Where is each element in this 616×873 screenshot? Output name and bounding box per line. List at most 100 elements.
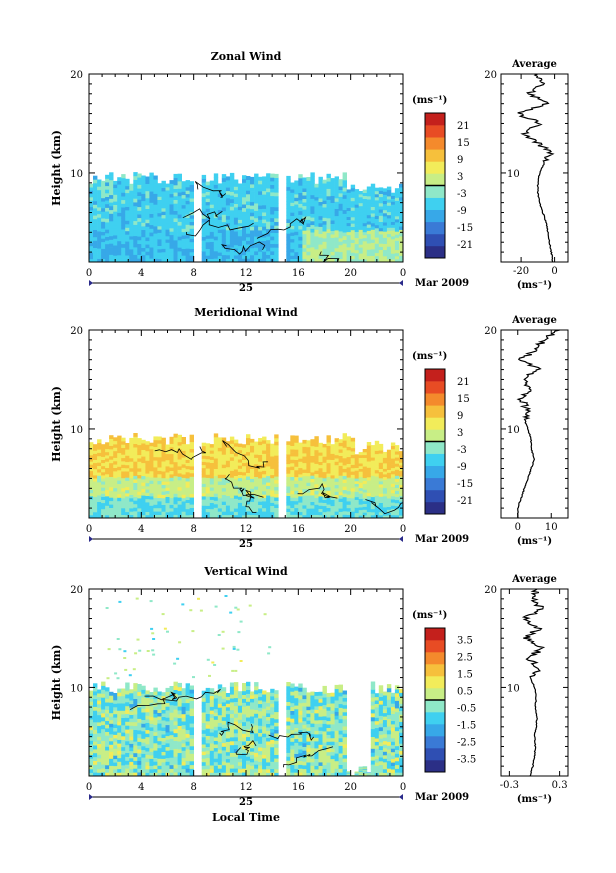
heat-cell [362,469,368,473]
heat-cell [149,480,154,484]
heat-cell [266,466,271,470]
heat-cell [157,248,162,253]
heat-cell [326,228,331,233]
heat-cell [209,695,215,700]
heat-cell [105,445,110,450]
heat-cell [286,508,291,512]
heat-cell [270,496,275,500]
heat-cell [217,444,223,448]
heat-cell [366,492,372,497]
heat-cell [237,219,243,224]
heat-cell [326,469,331,474]
heat-cell [334,219,339,224]
heat-cell [229,705,235,711]
heat-cell [173,489,178,494]
heat-cell [217,252,223,256]
heat-cell [322,471,327,476]
heat-cell [89,502,94,506]
heat-cell [254,682,259,687]
day-bar-arrow [399,280,403,286]
heat-cell [294,180,299,185]
heat-cell [242,456,247,460]
heat-cell [250,471,255,476]
x-tick-label: 12 [240,268,253,279]
heat-cell [229,698,235,703]
heat-cell [177,764,182,769]
heat-cell [141,685,146,690]
heat-cell [250,191,255,195]
heat-cell [399,219,404,224]
heat-cell [346,228,351,233]
heat-cell [242,218,247,223]
heat-cell [177,438,182,443]
heat-cell [221,258,227,263]
heat-cell [89,499,94,503]
heat-cell [209,713,215,718]
heat-cell [229,501,235,505]
heat-cell [362,256,368,260]
heat-cell [314,190,319,194]
heat-cell [125,449,130,453]
heat-cell [262,204,267,209]
heat-cell [290,215,295,220]
heat-cell [165,750,170,755]
heat-cell [141,700,146,705]
heat-cell [390,448,396,453]
heat-cell [89,690,94,695]
heat-cell [133,733,138,738]
heat-cell [185,745,190,750]
heat-cell [173,756,178,761]
heat-cell [101,234,106,239]
heat-cell [314,514,319,519]
heat-cell [217,734,223,739]
heat-cell [149,254,154,259]
heat-cell [209,505,215,510]
heat-cell [121,481,126,485]
heat-cell [109,435,114,439]
heat-cell [366,246,372,250]
heat-cell [237,772,243,777]
heat-cell [137,461,142,466]
heat-cell [173,203,178,208]
heat-cell [157,235,162,240]
heat-cell [342,206,347,211]
heat-cell [370,203,376,207]
heat-cell [201,772,207,777]
heat-cell [141,708,146,713]
heat-cell [181,695,186,700]
heat-cell [374,227,380,232]
heat-cell [298,442,303,447]
heat-cell [298,181,303,186]
heat-cell [233,717,239,722]
heat-cell [129,200,134,204]
heat-cell [250,442,255,446]
heat-cell [366,240,372,244]
heat-cell [229,744,235,750]
heat-cell [354,189,360,193]
heat-cell [149,258,154,263]
heat-cell [181,507,186,512]
heat-cell [386,258,392,263]
heat-cell [89,708,94,713]
heat-cell [97,498,102,502]
heat-cell [221,225,227,230]
heat-cell [185,502,190,507]
heat-cell [153,222,158,227]
heat-cell [117,452,122,457]
heat-cell [101,689,106,694]
heat-cell [161,741,166,745]
heat-cell [201,715,207,720]
heat-cell [209,765,215,770]
heat-cell [169,453,174,458]
heat-cell [97,179,102,184]
heat-cell [157,695,162,699]
heat-cell [330,481,335,485]
heat-cell [302,505,307,509]
heat-cell [133,247,138,252]
heat-cell [246,504,251,508]
heat-cell [258,484,263,489]
heat-cell [382,215,388,220]
heat-cell [225,180,231,184]
heat-cell [201,508,207,513]
heat-cell [145,761,150,766]
